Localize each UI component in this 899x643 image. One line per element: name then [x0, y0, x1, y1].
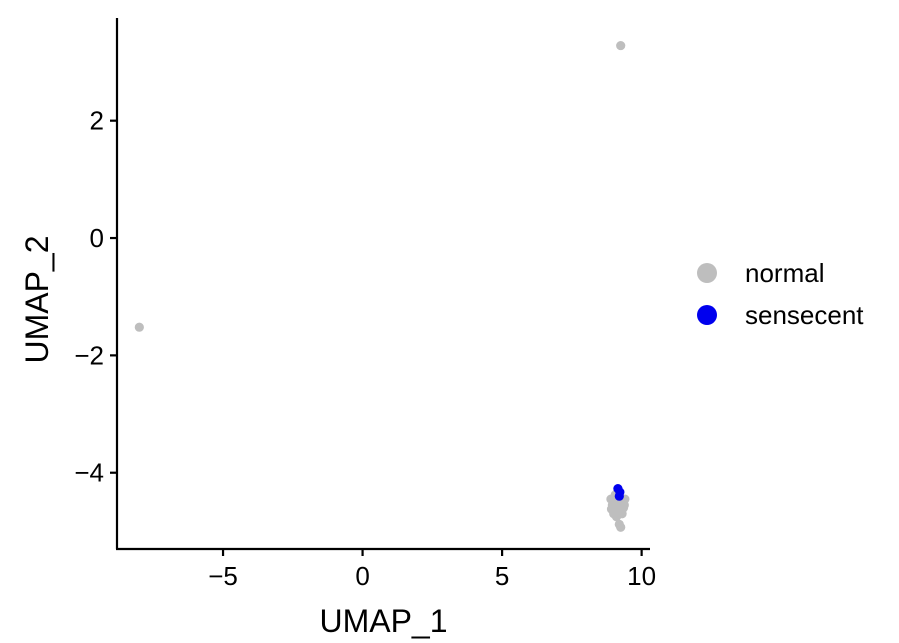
x-tick-label: 5 [495, 561, 509, 591]
point-normal [616, 522, 626, 532]
points-layer [134, 40, 630, 532]
y-tick-label: −4 [74, 458, 104, 488]
legend: normal sensecent [697, 258, 864, 330]
point-normal [619, 500, 629, 510]
point-sensecent [614, 491, 624, 501]
y-axis-title: UMAP_2 [19, 235, 55, 363]
x-axis-title: UMAP_1 [319, 603, 447, 639]
point-normal [606, 504, 617, 514]
y-tick-label: 2 [90, 106, 104, 136]
y-tick-label: −2 [74, 340, 104, 370]
legend-label-normal: normal [745, 258, 824, 288]
x-tick-label: 10 [627, 561, 656, 591]
legend-marker-normal [697, 263, 717, 283]
legend-label-sensecent: sensecent [745, 300, 864, 330]
x-tick-label: 0 [355, 561, 369, 591]
axes-layer [115, 18, 650, 551]
ticks-layer: −5 0 5 10 −4 −2 0 2 [74, 106, 656, 591]
x-tick-label: −5 [208, 561, 238, 591]
point-normal [616, 40, 626, 51]
legend-marker-sensecent [697, 305, 717, 325]
point-normal [134, 322, 144, 332]
point-normal [617, 509, 627, 519]
y-tick-label: 0 [90, 223, 104, 253]
